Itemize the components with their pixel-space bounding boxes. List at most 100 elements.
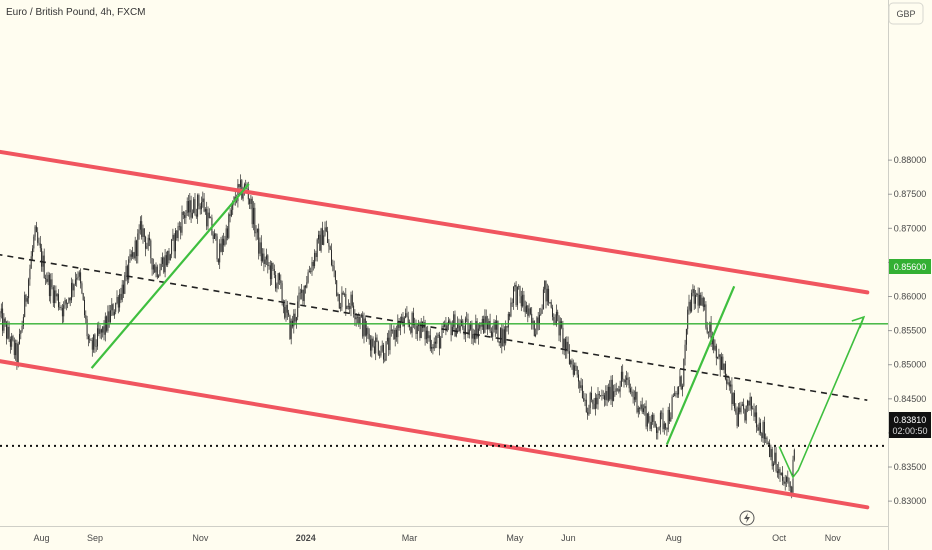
candle: [687, 309, 689, 329]
candle: [54, 290, 56, 303]
candle: [279, 273, 280, 281]
candle: [253, 207, 254, 225]
candle: [351, 294, 353, 306]
candle: [117, 296, 119, 308]
candle: [510, 302, 512, 317]
candle: [133, 252, 135, 259]
candle: [410, 326, 412, 333]
candle: [613, 391, 615, 401]
candle: [37, 232, 39, 243]
channel-line[interactable]: [0, 359, 870, 510]
price-axis-panel[interactable]: 0.830000.835000.840000.845000.850000.855…: [888, 0, 932, 550]
candle: [370, 339, 371, 351]
candle: [568, 351, 570, 364]
candle: [103, 326, 105, 335]
candle: [775, 452, 777, 472]
candle: [288, 312, 290, 316]
candle: [593, 403, 595, 410]
candle: [159, 269, 161, 276]
candle: [648, 413, 650, 422]
candle: [535, 334, 537, 337]
trendline[interactable]: [665, 285, 736, 445]
channel-line[interactable]: [0, 149, 870, 295]
candle: [667, 409, 669, 430]
candle: [514, 284, 516, 287]
candle: [8, 326, 10, 340]
candle: [454, 314, 456, 337]
candle: [471, 323, 473, 339]
candle: [76, 278, 78, 280]
candle: [215, 233, 217, 237]
candle: [592, 399, 594, 404]
candle: [46, 278, 48, 282]
candle: [45, 278, 46, 279]
candle: [237, 184, 239, 202]
candle: [609, 386, 611, 400]
candle: [704, 304, 706, 308]
candle: [173, 234, 175, 252]
candle: [624, 379, 626, 383]
candle: [607, 386, 609, 401]
candle: [390, 329, 392, 331]
candle: [633, 397, 635, 400]
candle: [276, 284, 278, 289]
level-tag: 0.85600: [889, 259, 931, 274]
candle: [639, 407, 641, 409]
price-tag: 0.83810 02:00:50: [889, 412, 931, 438]
candle: [524, 306, 526, 313]
candle: [130, 254, 132, 257]
candle: [718, 354, 720, 357]
candle: [700, 294, 702, 306]
candle: [756, 412, 758, 428]
candle: [432, 346, 434, 349]
candle: [453, 314, 455, 327]
candle: [58, 294, 59, 308]
candle: [393, 329, 395, 340]
candle: [373, 346, 375, 354]
candle: [411, 312, 413, 333]
candle: [86, 319, 88, 337]
events-icon[interactable]: [739, 510, 755, 526]
candle: [572, 364, 574, 375]
candle: [63, 305, 65, 317]
candle: [120, 293, 122, 300]
candle: [333, 266, 335, 271]
time-axis[interactable]: Aug Sep Nov 2024 Mar May Jun Aug Oct Nov: [0, 526, 888, 550]
trendline[interactable]: [90, 183, 250, 369]
candle: [598, 393, 600, 396]
candle: [125, 266, 127, 276]
candle: [392, 329, 394, 331]
candle: [320, 228, 322, 251]
candle: [552, 307, 553, 317]
candle: [303, 285, 305, 302]
candle: [783, 480, 785, 484]
candle: [735, 408, 737, 413]
candle: [98, 328, 100, 334]
candle: [719, 354, 721, 370]
candle: [233, 197, 235, 202]
candle: [95, 346, 97, 348]
currency-button[interactable]: GBP: [888, 2, 924, 25]
candle: [619, 386, 621, 392]
candle: [533, 320, 535, 337]
candle: [162, 257, 163, 264]
candle: [396, 329, 397, 338]
candle: [259, 242, 261, 254]
candle: [94, 334, 96, 347]
candle: [368, 333, 370, 340]
candle: [284, 306, 286, 318]
candle: [786, 476, 787, 482]
candle: [740, 405, 742, 413]
candle: [220, 243, 222, 252]
price-tag-countdown: 02:00:50: [892, 426, 927, 436]
candle: [578, 374, 579, 382]
projection-path[interactable]: [778, 316, 865, 479]
candle: [767, 443, 769, 445]
candle: [753, 408, 755, 417]
time-tick-label: Nov: [192, 533, 209, 543]
candle: [271, 263, 273, 280]
candle: [225, 228, 227, 241]
candle: [22, 317, 24, 326]
channel-midline[interactable]: [0, 253, 868, 401]
